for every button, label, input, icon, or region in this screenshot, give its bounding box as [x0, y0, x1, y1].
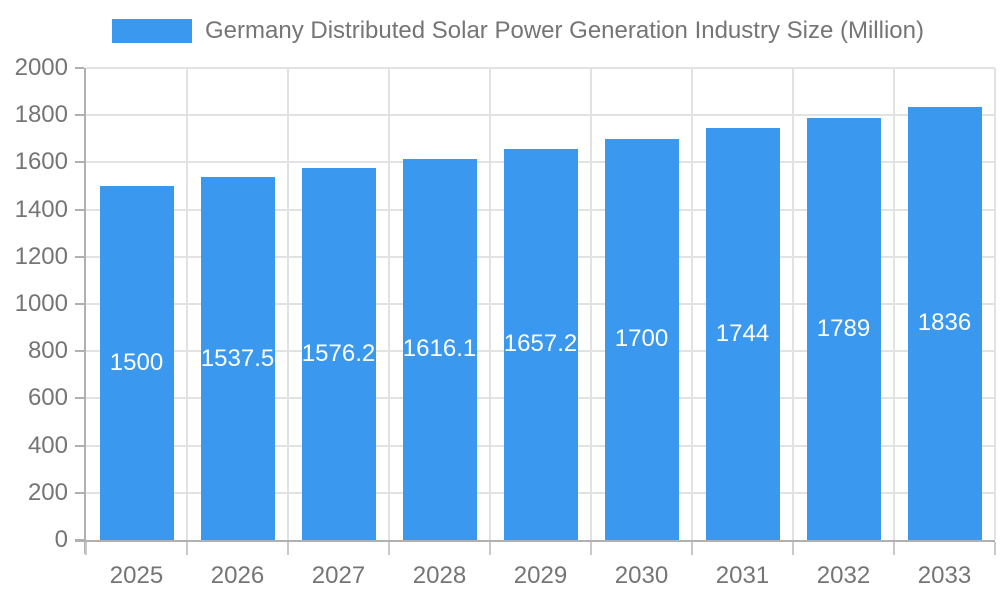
y-axis-tick — [75, 491, 84, 494]
x-axis-label: 2031 — [715, 562, 770, 589]
y-axis-label: 800 — [27, 337, 68, 365]
legend-swatch — [112, 19, 193, 43]
y-axis-tick — [75, 397, 84, 400]
y-axis-line — [84, 68, 86, 554]
bar-2026[interactable]: 1537.5 — [200, 177, 275, 540]
bar-2030[interactable]: 1700 — [604, 138, 679, 540]
y-axis-tick — [75, 350, 84, 353]
gridline-horizontal — [86, 114, 995, 117]
plot-area: 0 200 400 600 800 1000 1200 1400 1600 1800 2000 150… — [15, 54, 996, 589]
bar-value-label: 1700 — [614, 325, 669, 353]
gridline-horizontal — [86, 67, 995, 69]
x-axis-tick — [489, 542, 491, 555]
x-axis-tick — [388, 542, 390, 555]
bar-2031[interactable]: 1744 — [705, 128, 780, 540]
x-axis-label: 2028 — [412, 562, 467, 589]
y-axis-tick — [75, 255, 84, 258]
bar-value-label: 1836 — [917, 309, 972, 337]
x-axis-tick — [590, 542, 592, 555]
x-axis-label: 2033 — [917, 562, 972, 589]
bar-value-label: 1537.5 — [200, 344, 275, 372]
y-axis-label: 1800 — [14, 101, 68, 129]
y-axis-tick — [75, 208, 84, 211]
bar-2032[interactable]: 1789 — [806, 117, 881, 540]
y-axis-tick — [75, 539, 84, 541]
legend-label: Germany Distributed Solar Power Generati… — [205, 17, 924, 44]
y-axis-tick — [75, 444, 84, 447]
y-axis-tick — [75, 67, 84, 69]
bar-value-label: 1789 — [816, 314, 871, 342]
gridline-vertical — [792, 68, 794, 540]
bar-2029[interactable]: 1657.2 — [503, 148, 578, 540]
gridline-vertical — [590, 68, 592, 540]
bar-2033[interactable]: 1836 — [907, 106, 982, 540]
x-axis-tick — [85, 542, 87, 555]
bar-2027[interactable]: 1576.2 — [301, 168, 376, 540]
gridline-vertical — [489, 68, 491, 540]
legend[interactable]: Germany Distributed Solar Power Generati… — [18, 17, 1000, 45]
x-axis-label: 2030 — [614, 562, 669, 589]
x-axis-tick — [691, 542, 693, 555]
bar-value-label: 1616.1 — [402, 335, 477, 363]
gridline-vertical — [994, 68, 996, 540]
bar-2028[interactable]: 1616.1 — [402, 158, 477, 540]
x-axis-tick — [287, 542, 289, 555]
y-axis-label: 0 — [54, 526, 68, 553]
x-axis-line — [75, 540, 995, 542]
x-axis-tick — [893, 542, 895, 555]
x-axis-label: 2029 — [513, 562, 568, 589]
x-axis-label: 2026 — [210, 562, 265, 589]
gridline-vertical — [893, 68, 895, 540]
y-axis-label: 1000 — [14, 290, 68, 317]
y-axis-label: 400 — [27, 431, 68, 459]
y-axis-tick — [75, 161, 84, 164]
y-axis-tick — [75, 114, 84, 117]
x-axis-label: 2027 — [311, 562, 366, 589]
bar-2025[interactable]: 1500 — [99, 186, 174, 540]
x-axis-tick — [994, 542, 996, 555]
x-axis-tick — [186, 542, 188, 555]
y-axis-label: 200 — [27, 478, 68, 506]
gridline-vertical — [388, 68, 390, 540]
bar-value-label: 1744 — [715, 320, 770, 348]
bar-value-label: 1657.2 — [503, 330, 578, 358]
bar-value-label: 1500 — [109, 349, 164, 376]
y-axis-label: 1600 — [14, 148, 68, 176]
x-axis-tick — [792, 542, 794, 555]
y-axis-label: 2000 — [14, 54, 68, 81]
y-axis-label: 1400 — [14, 195, 68, 223]
y-axis-tick — [75, 303, 84, 305]
x-axis-label: 2032 — [816, 562, 871, 589]
gridline-vertical — [287, 68, 289, 540]
gridline-vertical — [186, 68, 188, 540]
y-axis-label: 1200 — [14, 242, 68, 270]
y-axis-label: 600 — [27, 384, 68, 412]
x-axis-label: 2025 — [109, 562, 164, 589]
gridline-vertical — [691, 68, 693, 540]
bar-value-label: 1576.2 — [301, 340, 376, 368]
